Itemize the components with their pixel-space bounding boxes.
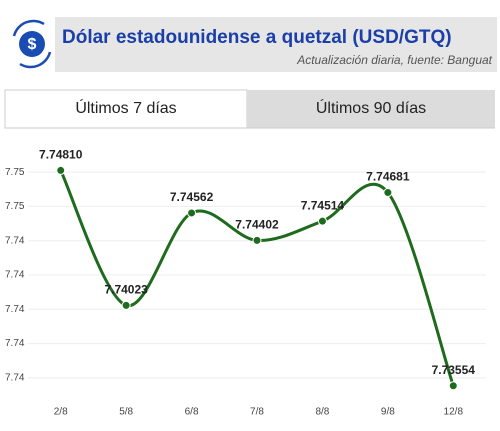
- point: [187, 208, 197, 218]
- x-tick-label: 8/8: [315, 407, 329, 418]
- y-tick-label: 7.74: [5, 235, 25, 246]
- icon-arrows: [12, 19, 52, 69]
- y-tick-label: 7.75: [5, 167, 25, 178]
- point: [448, 381, 458, 391]
- title: Dólar estadounidense a quetzal (USD/GTQ): [62, 27, 452, 48]
- x-tick-label: 7/8: [250, 407, 264, 418]
- value-label: 7.74023: [104, 283, 148, 297]
- value-label: 7.74681: [366, 170, 410, 184]
- y-tick-label: 7.74: [5, 270, 25, 281]
- y-tick-label: 7.75: [5, 201, 25, 212]
- y-tick-label: 7.74: [5, 372, 25, 383]
- x-tick-label: 6/8: [185, 407, 199, 418]
- point: [317, 216, 327, 226]
- icon-symbol: $: [28, 36, 37, 53]
- currency-icon: [19, 31, 45, 57]
- subtitle: Actualización diaria, fuente: Banguat: [296, 53, 492, 67]
- point: [252, 235, 262, 245]
- line: [59, 169, 455, 387]
- x-tick-label: 12/8: [444, 407, 464, 418]
- tab-label[interactable]: Últimos 90 días: [316, 98, 426, 117]
- value-label: 7.74514: [301, 198, 345, 212]
- x-tick-label: 9/8: [381, 407, 395, 418]
- value-label: 7.74810: [39, 148, 83, 162]
- value-label: 7.73554: [432, 363, 476, 377]
- tab-inactive[interactable]: [247, 90, 495, 128]
- y-tick-label: 7.74: [5, 304, 25, 315]
- tab-label[interactable]: Últimos 7 días: [75, 98, 176, 117]
- x-tick-label: 5/8: [119, 407, 133, 418]
- point: [121, 300, 131, 310]
- x-tick-label: 2/8: [54, 407, 68, 418]
- value-label: 7.74562: [170, 190, 214, 204]
- header-box: [55, 17, 497, 72]
- point: [56, 165, 66, 175]
- point: [383, 188, 393, 198]
- value-label: 7.74402: [235, 218, 279, 232]
- y-tick-label: 7.74: [5, 338, 25, 349]
